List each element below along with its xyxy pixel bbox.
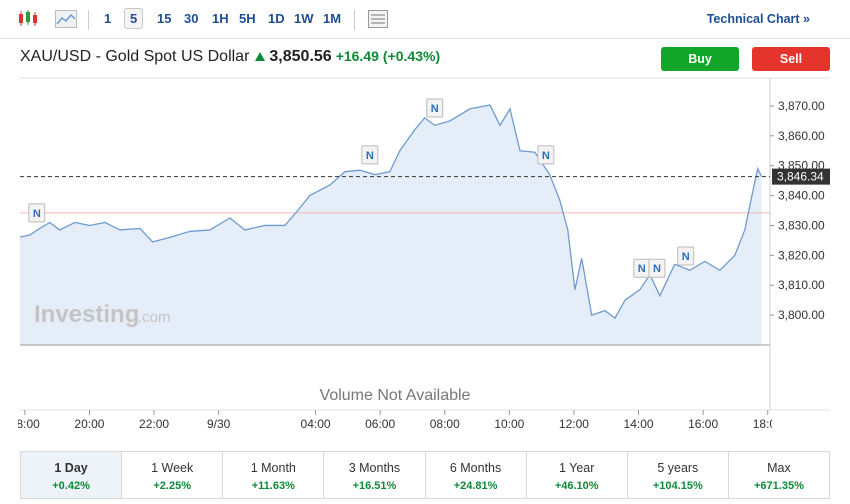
period-tab[interactable]: 1 Year +46.10% bbox=[527, 452, 628, 498]
news-marker-label: N bbox=[653, 263, 661, 275]
instrument: XAU/USD - Gold Spot US Dollar bbox=[20, 48, 250, 65]
interval-button[interactable]: 1M bbox=[323, 11, 342, 26]
period-change: +0.42% bbox=[52, 480, 90, 492]
interval-button[interactable]: 5 bbox=[124, 8, 144, 29]
period-tab[interactable]: 1 Week +2.25% bbox=[122, 452, 224, 498]
news-marker bbox=[537, 145, 555, 165]
watermark: Investing bbox=[34, 301, 139, 328]
period-change: +11.63% bbox=[251, 480, 295, 492]
x-tick-label: 04:00 bbox=[301, 417, 331, 431]
x-tick-label: 16:00 bbox=[688, 417, 718, 431]
sell-button[interactable]: Sell bbox=[752, 47, 830, 71]
period-label: Max bbox=[767, 461, 791, 475]
period-label: 5 years bbox=[657, 461, 699, 475]
period-change: +2.25% bbox=[153, 480, 191, 492]
x-tick-label: 10:00 bbox=[494, 417, 524, 431]
period-label: 1 Month bbox=[250, 461, 296, 475]
y-tick-label: 3,810.00 bbox=[778, 278, 825, 292]
period-change: +671.35% bbox=[754, 480, 804, 492]
news-marker-label: N bbox=[542, 150, 550, 162]
separator bbox=[354, 10, 355, 30]
period-tab[interactable]: 5 years +104.15% bbox=[628, 452, 729, 498]
interval-button[interactable]: 30 bbox=[184, 11, 199, 26]
news-marker bbox=[426, 98, 444, 118]
current-price-label: 3,846.34 bbox=[777, 170, 824, 184]
change-pct: (+0.43%) bbox=[382, 48, 441, 64]
y-tick-label: 3,860.00 bbox=[778, 129, 825, 143]
x-tick-label: 9/30 bbox=[207, 417, 231, 431]
x-tick-label: 14:00 bbox=[624, 417, 654, 431]
period-label: 3 Months bbox=[348, 461, 401, 475]
technical-chart-link[interactable]: Technical Chart » bbox=[706, 12, 810, 26]
volume-note: Volume Not Available bbox=[320, 387, 471, 404]
y-tick-label: 3,840.00 bbox=[778, 189, 825, 203]
x-tick-label: 22:00 bbox=[139, 417, 169, 431]
news-marker bbox=[28, 203, 46, 223]
x-tick-label: 12:00 bbox=[559, 417, 589, 431]
y-tick-label: 3,800.00 bbox=[778, 308, 825, 322]
y-tick-label: 3,820.00 bbox=[778, 248, 825, 262]
period-change: +46.10% bbox=[554, 480, 599, 492]
y-tick-label: 3,870.00 bbox=[778, 99, 825, 113]
interval-button[interactable]: 1D bbox=[268, 11, 285, 26]
period-tab[interactable]: 1 Day +0.42% bbox=[21, 452, 123, 498]
x-axis: 18:00 20:00 22:00 9/30 04:00 06:00 08:00 10:00 1… bbox=[10, 410, 783, 431]
news-marker-label: N bbox=[33, 208, 41, 220]
current-price-box bbox=[772, 168, 830, 185]
x-tick-label: 20:00 bbox=[74, 417, 104, 431]
change: +16.49 bbox=[335, 48, 379, 64]
candle-icon[interactable] bbox=[16, 9, 40, 29]
period-label: 1 Week bbox=[151, 461, 194, 475]
price: 3,850.56 bbox=[269, 48, 332, 65]
y-tick-label: 3,830.00 bbox=[778, 218, 825, 232]
period-tab[interactable]: 3 Months +16.51% bbox=[324, 452, 426, 498]
watermark: .com bbox=[138, 309, 171, 326]
period-tab[interactable]: 1 Month +11.63% bbox=[223, 452, 325, 498]
quote-header: XAU/USD - Gold Spot US Dollar 3,850.56 +16… bbox=[20, 48, 440, 66]
news-marker-label: N bbox=[366, 150, 374, 162]
news-marker-label: N bbox=[638, 263, 646, 275]
chart: Investing .com Volume Not Available 18:0… bbox=[10, 77, 830, 431]
indicator-icon[interactable] bbox=[368, 10, 388, 28]
period-change: +104.15% bbox=[652, 480, 703, 492]
interval-button[interactable]: 1W bbox=[294, 11, 314, 26]
period-tab[interactable]: Max +671.35% bbox=[729, 452, 829, 498]
news-marker-label: N bbox=[682, 251, 690, 263]
buy-button[interactable]: Buy bbox=[661, 47, 739, 71]
price-line bbox=[19, 104, 763, 320]
interval-button[interactable]: 5H bbox=[239, 11, 256, 26]
area-icon[interactable] bbox=[55, 10, 77, 28]
period-tab[interactable]: 6 Months +24.81% bbox=[426, 452, 527, 498]
period-label: 1 Day bbox=[54, 461, 88, 475]
up-arrow bbox=[255, 52, 266, 61]
period-change: +16.51% bbox=[352, 480, 397, 492]
news-marker bbox=[361, 145, 379, 165]
period-change: +24.81% bbox=[453, 480, 498, 492]
x-tick-label: 06:00 bbox=[365, 417, 395, 431]
interval-button[interactable]: 1 bbox=[104, 11, 112, 26]
x-tick-label: 18:00 bbox=[10, 417, 40, 431]
y-tick-label: 3,850.00 bbox=[778, 159, 825, 173]
news-marker bbox=[677, 246, 695, 266]
separator bbox=[88, 10, 89, 30]
news-marker bbox=[648, 258, 666, 278]
news-marker-label: N bbox=[431, 103, 439, 115]
period-label: 6 Months bbox=[449, 461, 502, 475]
period-tabs: 1 Day +0.42% 1 Week +2.25% 1 Month +11.63% 3 M… bbox=[20, 451, 830, 499]
toolbar: Technical Chart » 1 5 15 30 1H 5H 1D 1W 1M bbox=[0, 0, 850, 39]
x-tick-label: 18:00 bbox=[753, 417, 783, 431]
interval-button[interactable]: 1H bbox=[212, 11, 229, 26]
x-tick-label: 08:00 bbox=[430, 417, 460, 431]
period-label: 1 Year bbox=[558, 461, 595, 475]
interval-button[interactable]: 15 bbox=[157, 11, 172, 26]
